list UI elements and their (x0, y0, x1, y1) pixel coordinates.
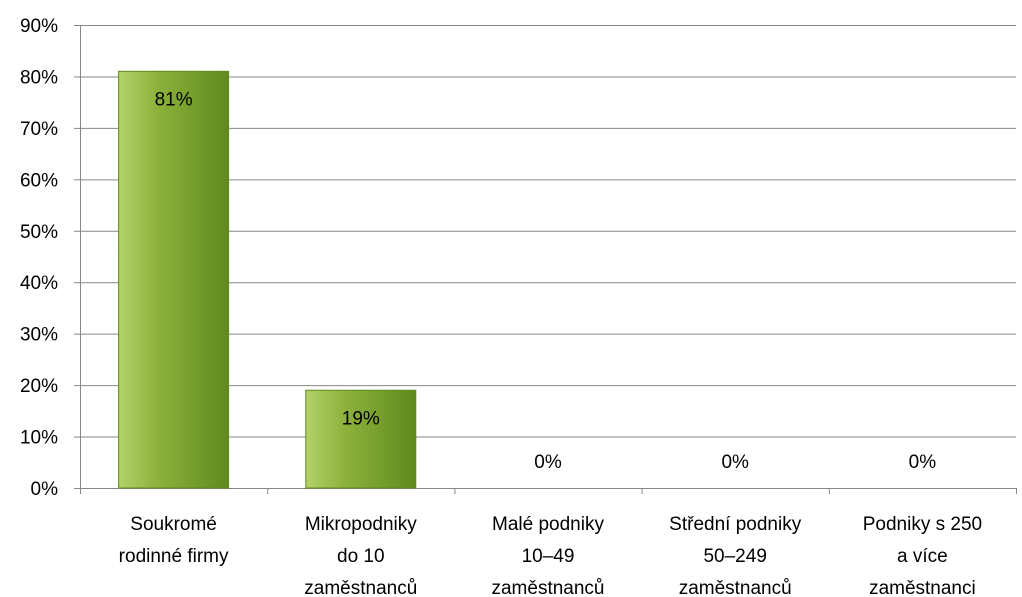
data-label: 0% (534, 452, 562, 473)
category-label: zaměstnanců (304, 578, 417, 597)
category-label: Soukromé (130, 514, 217, 535)
bar (118, 70, 230, 489)
category-label: Střední podniky (669, 514, 802, 535)
data-label: 0% (721, 452, 749, 473)
category-label: Malé podniky (492, 514, 604, 535)
y-tick-label: 50% (20, 222, 58, 243)
y-tick-label: 90% (20, 16, 58, 37)
y-tick-label: 40% (20, 273, 58, 294)
y-tick-label: 0% (31, 479, 59, 500)
category-label: 10–49 (522, 546, 575, 567)
data-label: 81% (155, 89, 193, 110)
category-label: a více (897, 546, 948, 567)
bar (305, 389, 417, 489)
axes (74, 25, 1017, 494)
data-label: 0% (909, 452, 937, 473)
category-label: rodinné firmy (119, 546, 229, 567)
category-label: zaměstnanců (491, 578, 604, 597)
y-tick-label: 60% (20, 170, 58, 191)
data-labels: 81% 19% 0% 0% 0% (155, 89, 937, 473)
category-label: zaměstnanci (869, 578, 976, 597)
category-label: do 10 (337, 546, 385, 567)
y-tick-label: 70% (20, 119, 58, 140)
y-tick-label: 30% (20, 325, 58, 346)
y-tick-label: 80% (20, 67, 58, 88)
data-label: 19% (342, 408, 380, 429)
gridlines (80, 25, 1016, 438)
bars (118, 70, 417, 489)
y-tick-label: 20% (20, 376, 58, 397)
category-label: Podniky s 250 (863, 514, 982, 535)
y-axis-tick-labels: 0% 10% 20% 30% 40% 50% 60% 70% 80% 90% (20, 16, 58, 500)
category-label: Mikropodniky (305, 514, 417, 535)
x-axis-category-labels: Soukromé rodinné firmy Mikropodniky do 10 za… (119, 514, 982, 597)
y-tick-label: 10% (20, 428, 58, 449)
category-label: 50–249 (703, 546, 766, 567)
category-label: zaměstnanců (679, 578, 792, 597)
